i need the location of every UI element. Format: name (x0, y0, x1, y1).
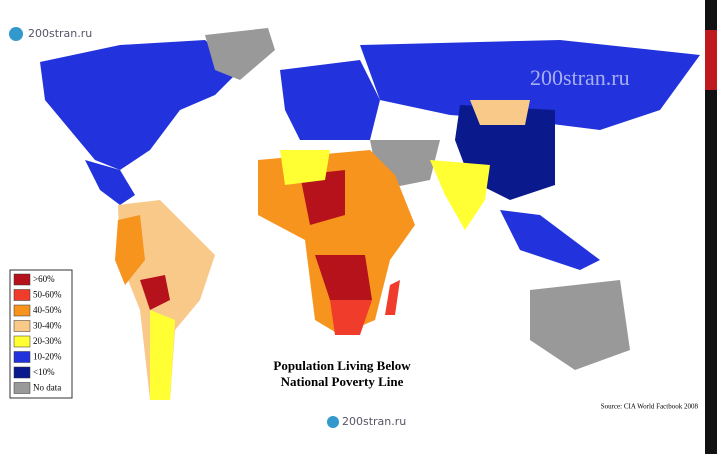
source: Source: CIA World Factbook 2008 (601, 403, 699, 411)
india (430, 160, 490, 230)
europe (280, 60, 380, 140)
south-africa (330, 300, 372, 335)
legend-label: 20-30% (33, 336, 62, 346)
legend-label: 10-20% (33, 352, 62, 362)
legend-label: No data (33, 383, 61, 393)
north-africa (280, 150, 330, 185)
southeast-asia (500, 210, 600, 270)
footer-logo: 200stran.ru (342, 415, 406, 428)
legend-swatch (13, 320, 31, 332)
legend-label: 50-60% (33, 290, 62, 300)
mexico (85, 160, 135, 205)
legend-swatch (13, 304, 31, 317)
logo: 200stran.ru (28, 27, 92, 40)
title-line: Population Living Below (273, 358, 411, 373)
world-map (40, 28, 700, 400)
north-america (40, 40, 240, 170)
bolivia (140, 275, 170, 310)
logo-icon (9, 27, 23, 41)
legend-swatch (13, 289, 31, 301)
legend-swatch (13, 366, 31, 379)
andes (115, 215, 145, 285)
edge-accent (705, 30, 717, 90)
russia (360, 40, 700, 130)
legend-label: >60% (33, 274, 55, 284)
sahel (300, 170, 345, 225)
legend-swatch (13, 335, 31, 348)
legend-swatch (13, 351, 31, 363)
legend-swatch (13, 382, 31, 394)
title-line: National Poverty Line (281, 374, 404, 389)
africa (258, 150, 415, 335)
greenland (205, 28, 275, 80)
argentina (150, 310, 175, 400)
legend-label: 30-40% (33, 321, 62, 331)
legend-label: <10% (33, 367, 55, 377)
footer-logo-icon (327, 416, 339, 428)
australia (530, 280, 630, 370)
madagascar (385, 280, 400, 315)
edge-bar (705, 0, 717, 454)
mongolia (470, 100, 530, 125)
legend-swatch (13, 273, 31, 286)
watermark: 200stran.ru (530, 65, 630, 90)
legend-label: 40-50% (33, 305, 62, 315)
central-africa (315, 255, 372, 300)
